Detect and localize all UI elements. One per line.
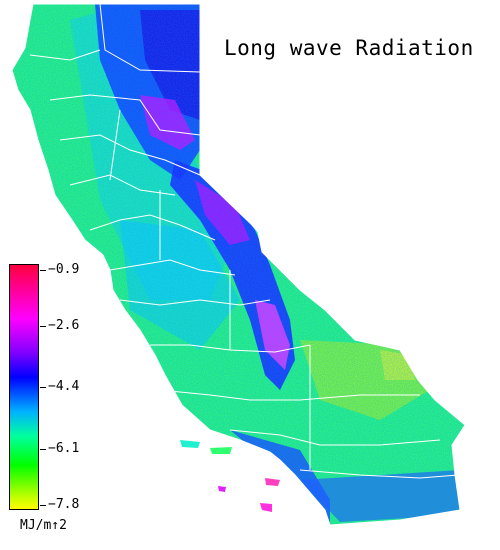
legend-tick <box>40 270 46 271</box>
legend-tick-label: −7.8 <box>48 497 80 512</box>
county-boundaries <box>11 3 466 526</box>
legend-tick <box>40 387 46 388</box>
legend-tick <box>40 449 46 450</box>
legend-tick <box>40 505 46 506</box>
channel-islands <box>180 440 280 512</box>
legend-colorbar <box>9 264 39 510</box>
legend-unit: MJ/m↑2 <box>20 518 67 533</box>
legend-tick-label: −0.9 <box>48 262 80 277</box>
map-title: Long wave Radiation <box>224 36 474 60</box>
legend-tick-label: −4.4 <box>48 379 80 394</box>
legend-tick <box>40 326 46 327</box>
legend-tick-label: −6.1 <box>48 441 80 456</box>
legend-tick-label: −2.6 <box>48 318 80 333</box>
